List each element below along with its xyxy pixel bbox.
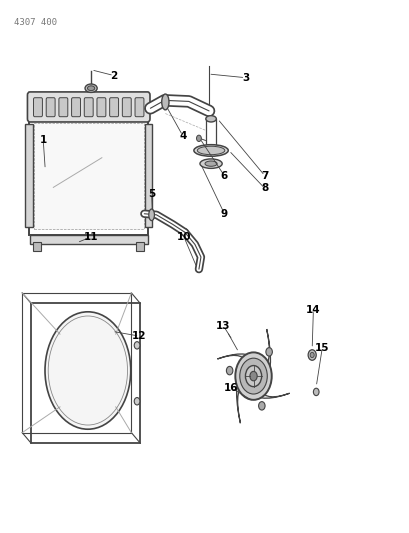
FancyBboxPatch shape [122,98,131,117]
Text: 11: 11 [83,232,98,242]
Ellipse shape [87,86,94,91]
Circle shape [235,352,271,400]
Bar [29,116,148,235]
Polygon shape [236,374,241,423]
Circle shape [249,372,256,381]
Text: 12: 12 [132,331,146,341]
Text: 9: 9 [220,209,227,219]
Bar [22,293,131,433]
Text: 16: 16 [223,383,238,393]
Ellipse shape [45,312,130,429]
Bar [33,242,41,251]
FancyBboxPatch shape [97,98,106,117]
FancyBboxPatch shape [109,98,118,117]
Ellipse shape [204,161,217,166]
Circle shape [245,366,261,386]
FancyBboxPatch shape [34,98,42,117]
Circle shape [312,388,318,395]
Text: 14: 14 [306,305,320,315]
Ellipse shape [205,116,216,122]
Text: 15: 15 [314,343,329,353]
Ellipse shape [193,144,228,156]
Bar [30,235,147,244]
Text: 5: 5 [148,189,155,199]
Ellipse shape [205,145,216,150]
Bar [136,242,144,251]
Circle shape [239,358,267,394]
Ellipse shape [200,159,222,168]
FancyBboxPatch shape [31,303,140,443]
Circle shape [226,366,232,375]
FancyBboxPatch shape [84,98,93,117]
Ellipse shape [161,94,169,110]
Text: 3: 3 [241,72,248,83]
Circle shape [308,350,315,360]
Ellipse shape [85,84,97,92]
Text: 4: 4 [179,131,186,141]
Text: 6: 6 [220,171,227,181]
FancyBboxPatch shape [135,98,144,117]
Polygon shape [217,354,254,361]
Polygon shape [252,391,289,398]
Text: 10: 10 [176,232,191,242]
Text: 1: 1 [40,135,47,145]
Text: 13: 13 [216,320,230,330]
Text: 7: 7 [261,171,268,181]
Text: 4307 400: 4307 400 [14,18,57,27]
Ellipse shape [148,209,154,221]
FancyBboxPatch shape [46,98,55,117]
Circle shape [265,348,272,356]
FancyBboxPatch shape [27,92,150,122]
FancyBboxPatch shape [59,98,67,117]
FancyBboxPatch shape [72,98,80,117]
Circle shape [134,342,139,349]
Circle shape [196,135,201,141]
Text: 2: 2 [110,70,117,80]
Circle shape [309,352,313,358]
Bar [144,124,152,227]
Ellipse shape [197,146,224,155]
Text: 8: 8 [261,183,268,193]
Circle shape [134,398,139,405]
Circle shape [258,402,265,410]
Polygon shape [264,329,270,378]
Bar [25,124,33,227]
Bar [34,123,143,229]
